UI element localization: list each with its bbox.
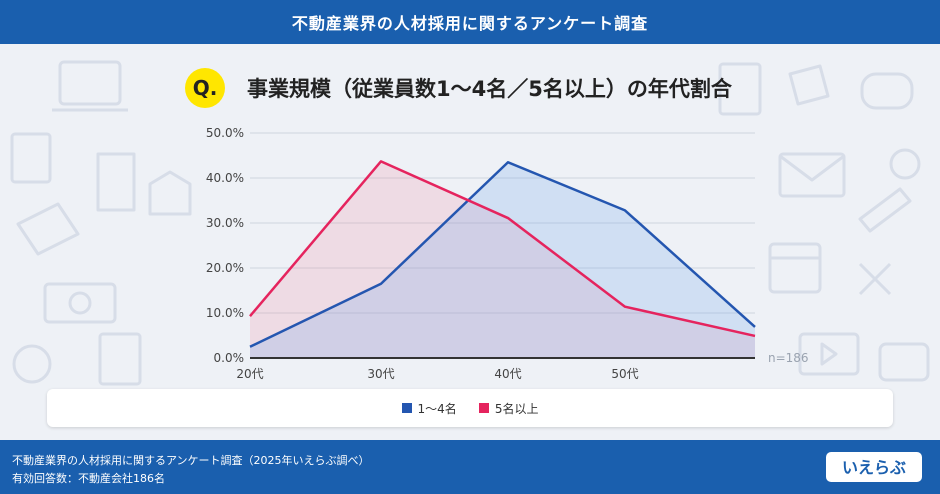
tag-icon	[16, 202, 80, 256]
money-icon	[43, 282, 117, 324]
building-icon	[96, 152, 136, 212]
background-icons	[10, 60, 930, 386]
series-area-1	[250, 162, 755, 358]
y-tick-label: 30.0%	[206, 216, 244, 230]
mail-icon	[778, 152, 846, 198]
question-text: 事業規模（従業員数1～4名／5名以上）の年代割合	[247, 77, 732, 101]
sample-size-note: n=186	[768, 351, 809, 365]
chart-legend: 1～4名 5名以上	[47, 389, 893, 427]
question-badge: Q.	[185, 68, 225, 108]
series-area-2	[250, 161, 755, 358]
clock-icon	[889, 148, 921, 180]
header-bar: 不動産業界の人材採用に関するアンケート調査	[0, 0, 940, 44]
logo-text: いえらぶ	[842, 458, 906, 477]
y-tick-label: 10.0%	[206, 306, 244, 320]
legend-label-series2: 5名以上	[494, 401, 539, 416]
area-chart: 50.0% 40.0% 30.0% 20.0% 10.0% 0.0% 20代 30代 40代 50…	[206, 126, 809, 381]
footer-source: 不動産業界の人材採用に関するアンケート調査（2025年いえらぶ調べ）	[12, 454, 370, 467]
footer-bar: 不動産業界の人材採用に関するアンケート調査（2025年いえらぶ調べ） 有効回答数…	[0, 440, 940, 494]
clipboard-icon	[718, 62, 762, 116]
tools-icon	[858, 262, 892, 296]
footer-sample: 有効回答数：不動産会社186名	[12, 472, 165, 485]
x-tick-label: 20代	[236, 367, 263, 381]
y-tick-label: 40.0%	[206, 171, 244, 185]
y-tick-label: 50.0%	[206, 126, 244, 140]
x-tick-label: 40代	[494, 367, 521, 381]
series-line-2	[249, 160, 756, 338]
chat-icon	[878, 342, 930, 382]
flag-icon	[788, 64, 830, 106]
header-title: 不動産業界の人材採用に関するアンケート調査	[291, 14, 649, 33]
smile-icon	[12, 344, 52, 384]
cloud-server-icon	[860, 72, 914, 110]
question-row: Q. 事業規模（従業員数1～4名／5名以上）の年代割合	[185, 68, 732, 108]
calendar-icon	[768, 242, 822, 294]
pencil-icon	[858, 187, 912, 233]
legend-swatch-series1	[401, 403, 412, 413]
legend-swatch-series2	[478, 403, 489, 413]
form-icon	[98, 332, 142, 386]
y-tick-label: 0.0%	[214, 351, 245, 365]
legend-label-series1: 1～4名	[417, 401, 457, 416]
legend-item-series2: 5名以上	[478, 400, 539, 417]
ierabu-logo: いえらぶ	[826, 452, 922, 482]
document-icon	[10, 132, 52, 184]
x-tick-label: 30代	[367, 367, 394, 381]
x-tick-label: 50代	[611, 367, 638, 381]
y-tick-label: 20.0%	[206, 261, 244, 275]
legend-item-series1: 1～4名	[401, 400, 457, 417]
video-icon	[798, 332, 860, 376]
series-line-1	[249, 161, 756, 348]
house-icon	[148, 170, 192, 216]
laptop-icon	[58, 60, 122, 106]
